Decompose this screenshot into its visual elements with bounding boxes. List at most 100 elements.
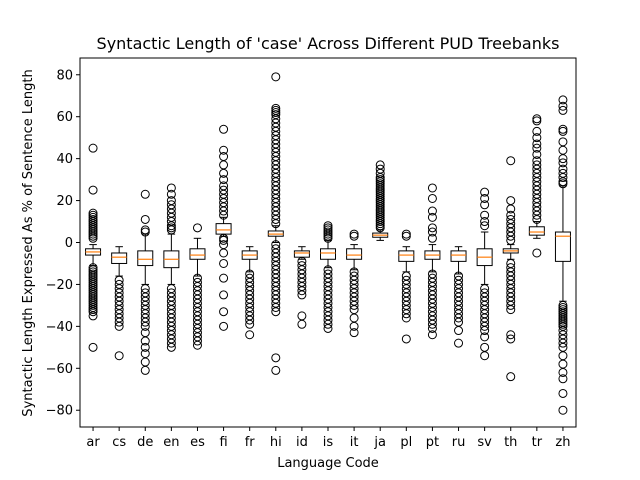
outlier-point — [506, 196, 516, 206]
box-fr — [241, 246, 258, 340]
x-tick-label-id: id — [296, 435, 308, 450]
outlier-point — [271, 105, 281, 115]
outlier-point — [140, 317, 150, 327]
outlier-point — [140, 225, 150, 235]
y-tick-label: 80 — [56, 68, 73, 83]
box-ru — [450, 246, 467, 348]
y-tick-label: −80 — [46, 404, 73, 419]
iqr-box — [189, 248, 206, 260]
outlier-point — [401, 231, 411, 241]
x-tick-label-sv: sv — [477, 435, 492, 450]
outlier-point — [558, 124, 568, 134]
outlier-point — [480, 187, 490, 197]
outlier-point — [480, 193, 490, 203]
outlier-point — [558, 126, 568, 136]
outlier-point — [323, 225, 333, 235]
outlier-point — [558, 374, 568, 384]
outlier-point — [166, 225, 176, 235]
outlier-point — [271, 365, 281, 375]
outlier-point — [427, 183, 437, 193]
outlier-point — [297, 290, 307, 300]
box-pl — [398, 229, 415, 344]
x-tick-label-en: en — [163, 435, 179, 450]
x-tick-label-ar: ar — [86, 435, 100, 450]
outlier-point — [558, 158, 568, 168]
outlier-point — [88, 305, 98, 315]
axes-frame — [79, 57, 577, 428]
outlier-point — [166, 221, 176, 231]
outlier-point — [219, 233, 229, 243]
outlier-point — [297, 319, 307, 329]
outlier-point — [219, 181, 229, 191]
outlier-point — [558, 164, 568, 174]
box-id — [293, 246, 310, 329]
outlier-point — [427, 330, 437, 340]
outlier-point — [401, 229, 411, 239]
outlier-point — [506, 305, 516, 315]
outlier-point — [375, 160, 385, 170]
outlier-point — [140, 336, 150, 346]
outlier-point — [532, 160, 542, 170]
y-tick-label: −40 — [46, 320, 73, 335]
box-en — [163, 183, 180, 352]
outlier-point — [192, 336, 202, 346]
outlier-point — [114, 321, 124, 331]
outlier-point — [558, 168, 568, 178]
outlier-point — [480, 321, 490, 331]
outlier-point — [454, 326, 464, 336]
outlier-point — [140, 214, 150, 224]
outlier-point — [375, 164, 385, 174]
outlier-point — [506, 330, 516, 340]
outlier-point — [532, 126, 542, 136]
outlier-point — [558, 405, 568, 415]
outlier-point — [219, 175, 229, 185]
iqr-box — [320, 248, 336, 260]
outlier-point — [454, 338, 464, 348]
outlier-point — [532, 143, 542, 153]
x-tick-label-ja: ja — [373, 435, 386, 450]
outlier-point — [166, 189, 176, 199]
box-tr — [528, 114, 545, 258]
iqr-box — [450, 250, 467, 262]
box-is — [320, 221, 336, 333]
outlier-point — [114, 317, 124, 327]
y-axis-ticks: −80 −60 −40 −20 0 20 40 60 80 — [46, 68, 80, 419]
iqr-box — [398, 250, 415, 262]
outlier-point — [140, 321, 150, 331]
outlier-point — [558, 319, 568, 329]
outlier-point — [532, 248, 542, 258]
outlier-point — [506, 372, 516, 382]
outlier-point — [427, 227, 437, 237]
box-sv — [476, 187, 493, 361]
outlier-point — [480, 210, 490, 220]
outlier-point — [558, 105, 568, 115]
x-tick-label-pt: pt — [426, 435, 439, 450]
outlier-point — [140, 342, 150, 352]
outlier-point — [323, 223, 333, 233]
outlier-point — [558, 95, 568, 105]
plot-area — [85, 72, 571, 415]
x-tick-label-hi: hi — [270, 435, 282, 450]
outlier-point — [271, 108, 281, 118]
box-es — [189, 223, 206, 350]
outlier-point — [532, 139, 542, 149]
outlier-point — [114, 351, 124, 361]
outlier-point — [219, 307, 229, 317]
outlier-point — [88, 300, 98, 310]
outlier-point — [427, 319, 437, 329]
outlier-point — [140, 365, 150, 375]
outlier-point — [427, 206, 437, 216]
iqr-box — [111, 252, 128, 264]
outlier-point — [454, 313, 464, 323]
outlier-point — [140, 189, 150, 199]
outlier-point — [219, 235, 229, 245]
x-tick-label-pl: pl — [400, 435, 412, 450]
outlier-point — [401, 309, 411, 319]
outlier-point — [427, 233, 437, 243]
outlier-point — [219, 248, 229, 258]
outlier-point — [506, 210, 516, 220]
iqr-box — [137, 250, 154, 267]
iqr-box — [554, 231, 571, 262]
outlier-point — [245, 315, 255, 325]
